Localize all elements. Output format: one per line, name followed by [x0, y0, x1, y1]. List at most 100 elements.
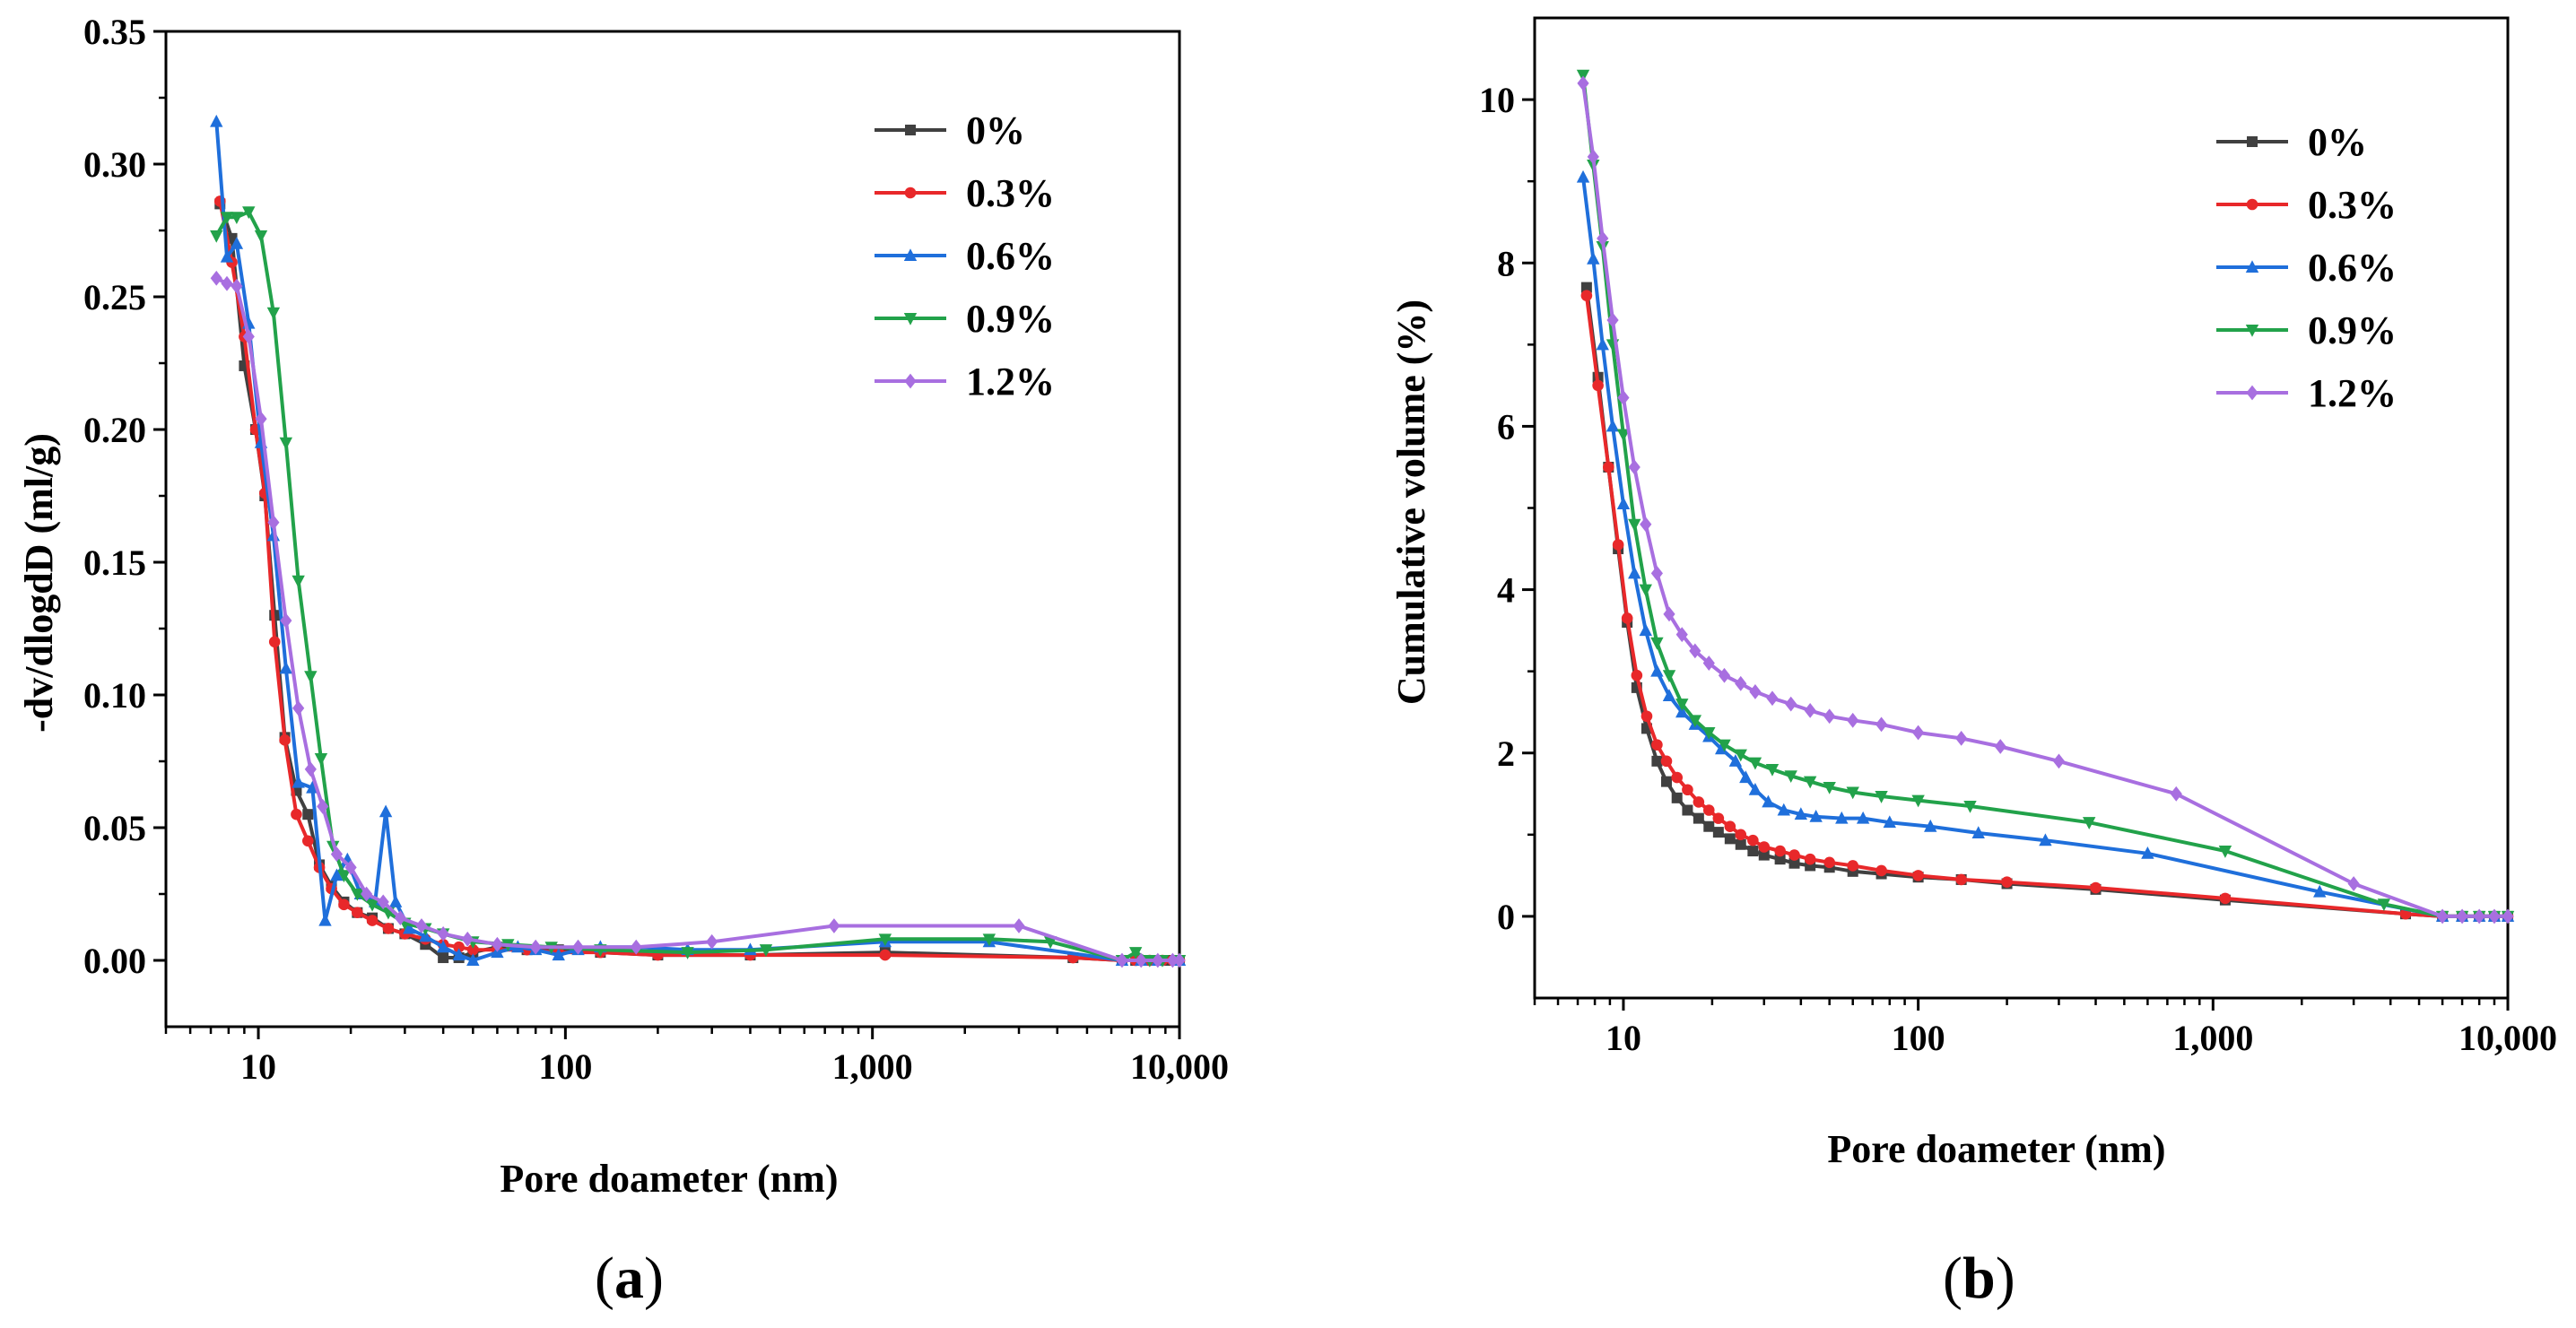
chart-b-series-1-point	[2001, 876, 2013, 888]
chart-b-series-2-point	[1748, 782, 1762, 795]
chart-b-series-2-point	[2141, 846, 2154, 859]
chart-b-series-2-point	[1596, 337, 1609, 351]
chart-a-series-4-point	[1173, 952, 1186, 968]
chart-a-legend-marker-3	[903, 313, 918, 325]
chart-b-series-2-point	[1639, 623, 1652, 637]
chart-a-series-3-point	[230, 212, 244, 224]
chart-b-series-1-point	[1788, 849, 1800, 861]
chart-b-series-3-point	[1662, 670, 1676, 683]
chart-a-series-2-point	[552, 948, 565, 961]
chart-b-series-1-point	[2090, 881, 2102, 894]
chart-b-series-2-point	[1883, 815, 1896, 829]
chart-a-series-2-point	[279, 661, 293, 674]
chart-a-series-2-point	[292, 775, 305, 788]
chart-b-series-2-point	[1739, 770, 1753, 784]
chart-a-series-1-point	[879, 949, 892, 961]
chart-b-series-2-point	[1606, 419, 1620, 432]
chart-b-series-2-point	[2313, 884, 2327, 898]
chart-b-series-2-point	[1971, 826, 1985, 839]
chart-a-series-4-point	[292, 700, 305, 716]
chart-a-series-4-point	[361, 886, 373, 902]
chart-b-series-3-point	[2218, 846, 2232, 858]
chart-a-series-4-point	[1116, 952, 1128, 968]
chart-a-series-2-point	[403, 921, 416, 934]
chart-a-series-4-point	[221, 275, 233, 291]
chart-b-series-4-line	[1581, 82, 2508, 918]
chart-b-series-4-point	[1675, 627, 1688, 643]
chart-b-series-1-point	[1621, 612, 1633, 624]
chart-b-series-1-point	[1631, 669, 1643, 681]
chart-b-series-4-point	[1823, 708, 1836, 725]
chart-b-series-2-point	[1616, 497, 1631, 509]
chart-a-series-1-point	[268, 636, 281, 648]
chart-b-series-1-point	[1912, 870, 1924, 881]
chart-a-series-2-point	[210, 114, 223, 127]
chart-a-series-1-point	[453, 941, 465, 953]
chart-b-series-3-point	[1875, 791, 1888, 803]
chart-b-series-2-point	[1576, 169, 1590, 183]
chart-b-x-axis-title: Pore doameter (nm)	[1827, 1127, 2165, 1171]
chart-b-series-0-point	[1788, 857, 1800, 869]
chart-a-series-4-line	[215, 276, 1179, 962]
chart-b-x-tick-label: 10,000	[2459, 1018, 2557, 1058]
chart-b-series-0-point	[1703, 820, 1715, 832]
chart-b-series-4-point	[1597, 230, 1609, 247]
chart-a-series-0-point	[438, 952, 449, 964]
chart-b-series-3-point	[1734, 749, 1747, 762]
chart-b-series-2-point	[1650, 664, 1664, 677]
chart-a-y-tick-label: 0.20	[83, 410, 146, 450]
chart-a-series-4-point	[377, 894, 389, 910]
chart-b-series-4-point	[1785, 696, 1797, 712]
chart-b-series-4-point	[2473, 908, 2485, 924]
chart-b-series-1-point	[1875, 864, 1887, 877]
chart-a-legend-label-3: 0.9%	[966, 297, 1055, 341]
chart-b-series-1-point	[1804, 853, 1816, 865]
chart-a-series-4-point	[437, 926, 449, 942]
chart-b-series-0-point	[1747, 846, 1759, 857]
chart-b-series-2-point	[1587, 251, 1600, 265]
chart-b-series-1-point	[1758, 841, 1771, 853]
chart-b-y-axis-title: Cumulative volume (%)	[1389, 299, 1433, 705]
chart-b-series-0-point	[1712, 827, 1724, 838]
chart-a-series-1-point	[291, 808, 302, 820]
chart-a-series-3-point	[1043, 936, 1057, 950]
chart-a-series-3-point	[878, 933, 892, 947]
chart-b-series-1-point	[1955, 873, 1967, 886]
chart-b-series-0-point	[1758, 849, 1770, 861]
chart-b-series-1-point	[1603, 461, 1614, 473]
chart-a-y-tick-label: 0.05	[83, 808, 146, 848]
chart-b-legend-marker-2	[2245, 260, 2259, 273]
chart-b-series-1-point	[1847, 860, 1859, 872]
chart-a-x-tick-label: 100	[538, 1046, 592, 1087]
chart-b-y-tick-label: 0	[1497, 897, 1515, 937]
chart-a-series-4-point	[529, 939, 542, 955]
chart-panel-a: Pore doameter (nm) -dv/dlogdD (ml/g) 0.0…	[17, 12, 1229, 1311]
chart-b-series-4-point	[1766, 690, 1779, 707]
chart-b-plot-area: 0 2 4 6 8 10 10 100 1,000 10,000	[1479, 16, 2557, 1058]
chart-b-series-4-point	[1804, 702, 1816, 718]
chart-a-series-4-point	[210, 270, 222, 286]
chart-a-series-2-point	[318, 913, 332, 926]
chart-a-series-3-point	[759, 944, 773, 957]
chart-a-series-2-point	[230, 237, 244, 249]
chart-a-legend-label-2: 0.6%	[966, 234, 1055, 278]
chart-a-series-4-point	[415, 918, 428, 933]
chart-a-x-tick-label: 1,000	[832, 1046, 913, 1087]
chart-a-x-tick-label: 10,000	[1130, 1046, 1229, 1087]
chart-b-series-2-point	[1794, 807, 1808, 820]
chart-b-series-4-point	[1606, 312, 1619, 328]
chart-b-series-3-point	[1803, 776, 1817, 789]
chart-a-series-3-point	[254, 230, 268, 243]
chart-a-series-4-point	[231, 278, 243, 294]
chart-b-series-2-point	[1628, 566, 1641, 579]
chart-b-series-2-point	[1835, 811, 1849, 824]
chart-b-series-1-point	[1592, 379, 1604, 392]
chart-b-series-1-point	[1735, 829, 1747, 841]
chart-b-legend-label-1: 0.3%	[2308, 183, 2397, 227]
chart-b-series-3-point	[2377, 898, 2391, 912]
chart-a-legend-marker-4	[904, 373, 917, 389]
chart-a-series-3-point	[266, 307, 281, 320]
chart-a-series-2-point	[466, 953, 480, 966]
chart-a-series-1-point	[301, 835, 314, 847]
chart-a-series-3-point	[279, 437, 293, 450]
